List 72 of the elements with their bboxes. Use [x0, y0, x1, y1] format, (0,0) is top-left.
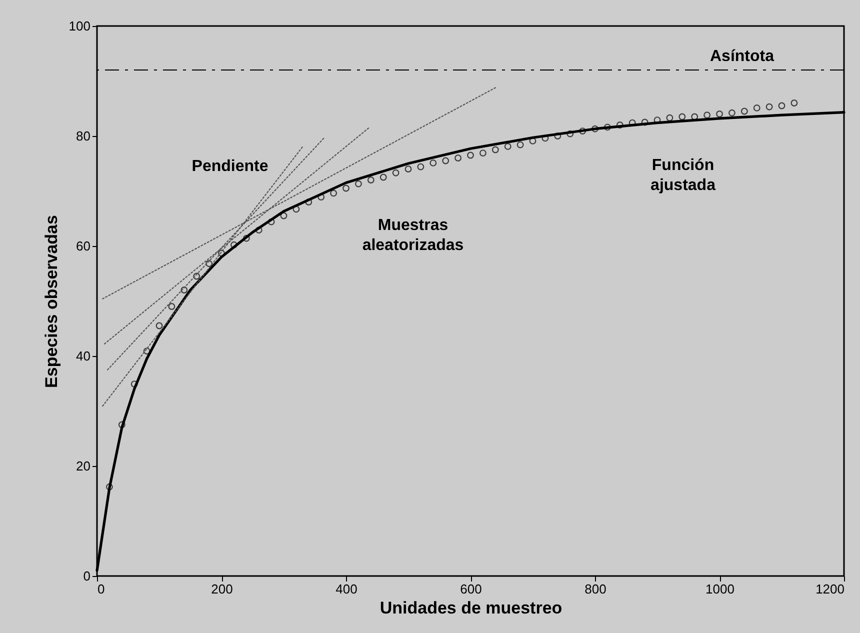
point — [454, 154, 462, 162]
x-tick-label: 0 — [98, 582, 105, 596]
point — [704, 112, 711, 119]
point — [492, 146, 499, 154]
point — [143, 348, 150, 355]
point — [292, 206, 300, 213]
point — [156, 322, 163, 330]
point — [168, 303, 176, 310]
point — [542, 134, 549, 142]
x-tick-label: 1200 — [816, 582, 844, 596]
point — [616, 122, 624, 128]
point — [280, 212, 288, 220]
point — [504, 142, 512, 150]
annotation: Muestras aleatorizadas — [362, 217, 464, 254]
point — [691, 113, 698, 120]
y-tick-label: 0 — [83, 568, 90, 584]
point — [305, 198, 312, 206]
annotation: Función ajustada — [650, 157, 716, 194]
point — [130, 380, 138, 388]
x-tick-label: 200 — [211, 582, 233, 596]
point — [479, 150, 486, 157]
point — [242, 234, 250, 242]
y-tick-label: 60 — [76, 238, 90, 254]
point — [430, 159, 437, 166]
point — [318, 194, 325, 201]
point — [740, 108, 748, 115]
point — [330, 190, 338, 197]
point — [579, 128, 586, 135]
x-tick-label: 1000 — [706, 582, 734, 596]
point — [180, 286, 188, 294]
point — [790, 100, 798, 106]
point — [106, 483, 113, 490]
point — [118, 421, 126, 428]
point — [678, 113, 686, 120]
point — [641, 118, 648, 126]
annotation: Pendiente — [192, 158, 268, 175]
x-tick-label: 800 — [584, 582, 606, 596]
point — [604, 124, 611, 131]
point — [255, 226, 262, 234]
y-tick-label: 80 — [76, 128, 90, 144]
ref-line-label: Asíntota — [710, 48, 774, 65]
point — [716, 110, 723, 118]
point — [268, 218, 275, 226]
point — [753, 104, 760, 112]
point — [467, 152, 474, 159]
x-axis-title: Unidades de muestreo — [380, 598, 562, 618]
point — [417, 163, 424, 170]
point — [442, 157, 450, 164]
y-axis-title: Especies observadas — [42, 215, 61, 388]
point — [404, 166, 412, 172]
y-tick-label: 40 — [76, 348, 90, 364]
y-tick-label: 100 — [68, 18, 90, 34]
point — [766, 103, 773, 110]
point — [778, 102, 786, 110]
point — [206, 260, 213, 268]
point — [516, 141, 524, 148]
x-tick-label: 400 — [336, 582, 358, 596]
x-tick-label: 600 — [460, 582, 482, 596]
point — [728, 109, 736, 116]
point — [230, 241, 238, 248]
point — [592, 125, 598, 132]
point — [342, 184, 350, 192]
point — [218, 250, 225, 257]
point — [354, 180, 362, 188]
point — [193, 272, 200, 280]
point — [367, 176, 374, 184]
point — [666, 114, 674, 122]
point — [392, 169, 400, 176]
point — [554, 132, 562, 140]
y-tick-label: 20 — [76, 458, 90, 474]
point — [380, 174, 387, 181]
point — [566, 130, 574, 138]
